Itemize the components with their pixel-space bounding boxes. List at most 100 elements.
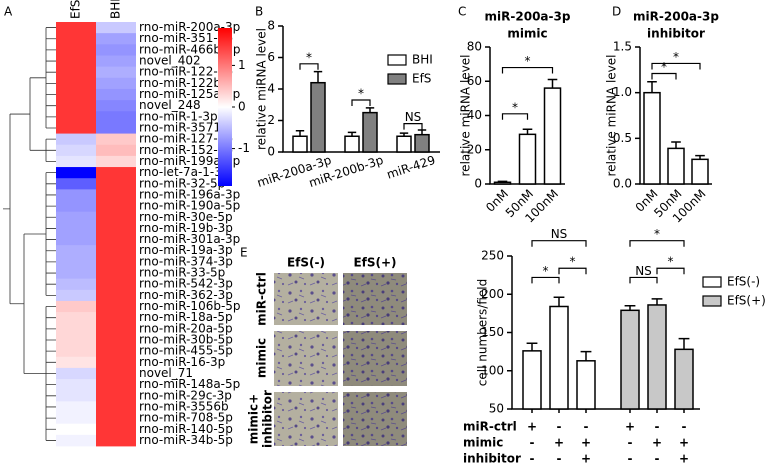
- bar: [620, 309, 640, 410]
- row-label: rno-miR-19a-3p: [139, 243, 233, 257]
- y-tick-label: 40: [467, 108, 482, 122]
- heatmap-cell: [56, 77, 96, 90]
- heatmap-cell: [96, 289, 136, 302]
- heatmap-cell: [96, 345, 136, 358]
- error-bar: [547, 78, 558, 89]
- significance-bracket: [656, 267, 685, 275]
- heatmap-cell: [56, 222, 96, 235]
- heatmap-cell: [56, 367, 96, 380]
- heatmap-cell: [96, 334, 136, 346]
- row-label: rno-miR-3571: [139, 121, 221, 135]
- condition-sign: +: [554, 436, 564, 450]
- row-label: rno-miR-33-5p: [139, 266, 225, 280]
- heatmap-cell: [56, 44, 96, 56]
- panel-label: C: [458, 5, 466, 19]
- heatmap-cell: [56, 155, 96, 168]
- row-label: rno-miR-127-5p: [139, 132, 233, 146]
- y-tick-label: 100: [481, 363, 504, 377]
- heatmap-cell: [56, 245, 96, 257]
- significance-label: NS: [551, 227, 568, 241]
- legend-label: EfS(-): [727, 275, 760, 289]
- row-label: rno-miR-18a-5p: [139, 310, 233, 324]
- bar: [344, 135, 360, 153]
- y-axis-label: relative miRNA level: [459, 55, 473, 177]
- colorbar-tick-label: 0: [238, 100, 246, 114]
- heatmap-cell: [56, 22, 96, 34]
- condition-sign: -: [655, 452, 660, 466]
- row-label: rno-miR-20a-5p: [139, 321, 233, 335]
- heatmap-cell: [96, 200, 136, 213]
- heatmap-cell: [96, 211, 136, 224]
- heatmap-cell: [56, 122, 96, 134]
- row-label: novel_71: [139, 366, 193, 380]
- heatmap-cell: [56, 178, 96, 190]
- panel-label: D: [612, 5, 621, 19]
- micrograph: [343, 273, 407, 325]
- significance-bracket: [501, 113, 529, 120]
- row-label: rno-miR-199a-5p: [139, 154, 240, 168]
- heatmap-cell: [96, 278, 136, 291]
- micrograph: [274, 392, 338, 446]
- row-label: miR-ctrl: [255, 272, 269, 326]
- bar: [414, 133, 430, 153]
- row-label: rno-miR-200a-3p: [139, 20, 240, 34]
- error-bar: [526, 342, 538, 351]
- heatmap-cell: [96, 312, 136, 324]
- heatmap-cell: [56, 412, 96, 425]
- row-label: rno-miR-122b: [139, 76, 221, 90]
- row-label: rno-miR-374-3p: [139, 254, 233, 268]
- bar: [396, 135, 412, 153]
- bar: [518, 133, 537, 185]
- row-label: rno-miR-106b-5p: [139, 299, 241, 313]
- condition-sign: +: [527, 420, 537, 434]
- row-label: rno-miR-362-3p: [139, 288, 233, 302]
- colorbar-tick-label: 1: [238, 58, 246, 72]
- row-label: rno-miR-152-5p: [139, 143, 233, 157]
- bar: [292, 135, 308, 153]
- heatmap-cell: [96, 267, 136, 280]
- row-label: rno-miR-16-3p: [139, 355, 225, 369]
- y-tick-label: 80: [467, 40, 482, 54]
- significance-label: *: [525, 54, 531, 68]
- row-label: rno-miR-196a-3p: [139, 187, 240, 201]
- condition-name: miR-ctrl: [463, 420, 517, 434]
- legend-label: EfS: [412, 72, 431, 86]
- row-label: rno-miR-301a-3p: [139, 232, 240, 246]
- column-label: EfS(+): [353, 256, 396, 270]
- heatmap-cell: [56, 356, 96, 369]
- heatmap-cell: [56, 323, 96, 335]
- significance-bracket: [629, 276, 658, 284]
- error-bar: [671, 141, 681, 149]
- legend-swatch: [702, 276, 722, 288]
- row-label: mimic: [255, 338, 269, 378]
- heatmap-cell: [56, 88, 96, 101]
- condition-sign: -: [655, 420, 660, 434]
- row-label: rno-miR-1-3p: [139, 109, 218, 123]
- heatmap-cell: [96, 423, 136, 436]
- chart-title: mimic: [507, 27, 547, 41]
- significance-bracket: [531, 240, 587, 247]
- heatmap-cell: [56, 167, 96, 179]
- significance-bracket: [651, 72, 677, 80]
- condition-sign: -: [584, 420, 589, 434]
- row-label: rno-miR-3556b: [139, 399, 229, 413]
- condition-sign: -: [530, 436, 535, 450]
- bar: [576, 360, 596, 410]
- panel-label: E: [240, 246, 248, 260]
- heatmap-cell: [96, 122, 136, 134]
- error-bar: [417, 129, 427, 135]
- heatmap-cell: [56, 211, 96, 224]
- heatmap-cell: [56, 312, 96, 324]
- heatmap-cell: [96, 390, 136, 402]
- row-label: rno-miR-125a-3p: [139, 87, 240, 101]
- heatmap-cell: [96, 234, 136, 246]
- error-bar: [624, 304, 636, 311]
- legend-label: BHI: [412, 53, 433, 67]
- chart-title: inhibitor: [647, 27, 705, 41]
- error-bar: [678, 337, 690, 350]
- y-tick-label: 1.0: [613, 85, 632, 99]
- y-tick-label: 0.5: [613, 131, 632, 145]
- error-bar: [553, 296, 565, 307]
- heatmap-cell: [56, 401, 96, 413]
- panel-label: B: [255, 5, 263, 19]
